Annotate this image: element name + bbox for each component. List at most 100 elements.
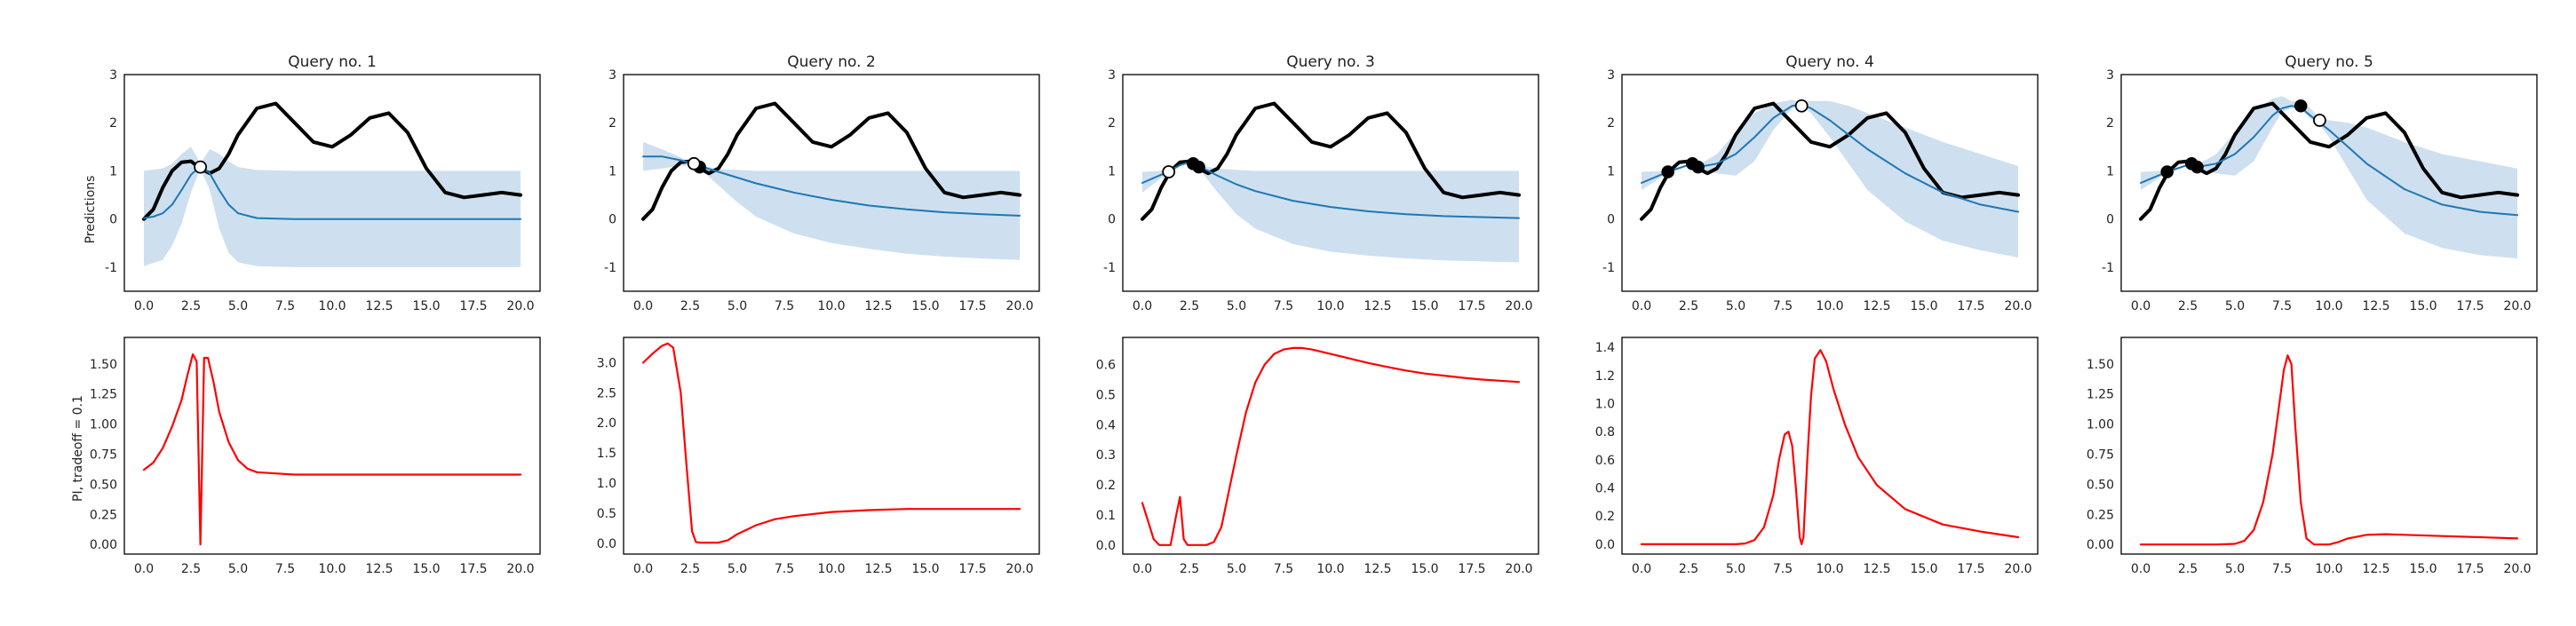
- new-query-point: [1794, 99, 1809, 113]
- true-function-line: [142, 101, 522, 221]
- y-label-acquisition: PI, tradeoff = 0.1: [71, 395, 85, 502]
- subplot-predictions-5: Query no. 5 0.0 2.5 5.0 7.5 10.0 12.5 15.0 17.5 2…: [2102, 53, 2538, 313]
- x-tick-label: 12.5: [1364, 299, 1391, 313]
- x-tick-label: 12.5: [1364, 562, 1391, 576]
- x-tick-label: 0.0: [134, 299, 154, 313]
- x-tick-label: 10.0: [318, 299, 346, 313]
- y-tick-label: 0.3: [1096, 448, 1116, 463]
- x-tick-label: 5.0: [727, 299, 747, 313]
- axes-frame: [2120, 337, 2538, 555]
- subplot-predictions-3: Query no. 3 0.0 2.5 5.0 7.5 10.0 12.5 15.0 17.5 2…: [1103, 53, 1539, 313]
- x-tick-label: 5.0: [228, 299, 248, 313]
- acquisition-line: [1141, 346, 1521, 546]
- x-tick-label: 20.0: [1505, 562, 1532, 576]
- x-tick-label: 10.0: [318, 562, 346, 576]
- acquisition-line: [641, 342, 1022, 544]
- y-tick-label: 0.25: [90, 508, 117, 522]
- subplot-title: Query no. 3: [1286, 53, 1375, 71]
- x-tick-label: 12.5: [864, 562, 892, 576]
- x-tick-label: 12.5: [1863, 562, 1890, 576]
- y-tick-label: 0.6: [1595, 454, 1615, 468]
- x-tick-label: 0.0: [1133, 299, 1152, 313]
- x-tick-label: 20.0: [2503, 562, 2531, 576]
- x-tick-label: 10.0: [1316, 562, 1344, 576]
- y-tick-label: 2: [2106, 116, 2114, 131]
- x-tick-label: 7.5: [2272, 562, 2292, 576]
- x-tick-label: 5.0: [1726, 562, 1745, 576]
- x-tick-label: 20.0: [1006, 299, 1033, 313]
- x-tick-label: 20.0: [506, 562, 534, 576]
- x-tick-label: 10.0: [817, 299, 845, 313]
- y-tick-label: 0.4: [1096, 418, 1116, 432]
- y-label-predictions: Predictions: [83, 176, 98, 244]
- y-tick-label: 0.50: [2087, 478, 2114, 492]
- y-tick-label: 1.2: [1595, 369, 1615, 384]
- x-tick-label: 10.0: [1816, 562, 1843, 576]
- x-tick-label: 2.5: [2178, 299, 2198, 313]
- acquisition-line: [142, 353, 522, 546]
- y-tick-label: 3: [1607, 68, 1615, 83]
- y-tick-label: -1: [1602, 261, 1615, 275]
- x-tick-label: 2.5: [1180, 299, 1199, 313]
- x-tick-label: 12.5: [864, 299, 892, 313]
- x-tick-label: 15.0: [1411, 299, 1438, 313]
- y-tick-label: -1: [1103, 261, 1116, 275]
- x-tick-label: 2.5: [680, 562, 700, 576]
- x-tick-label: 5.0: [2225, 562, 2245, 576]
- x-tick-label: 0.0: [134, 562, 154, 576]
- x-tick-label: 7.5: [1773, 299, 1793, 313]
- true-function-line: [641, 101, 1022, 221]
- x-tick-label: 0.0: [2131, 562, 2151, 576]
- y-tick-label: 2: [1108, 116, 1116, 131]
- new-query-point: [2312, 114, 2326, 127]
- plot-area: [1141, 101, 1521, 263]
- y-tick-label: 0: [109, 213, 117, 227]
- subplot-acquisition-1: 0.0 2.5 5.0 7.5 10.0 12.5 15.0 17.5 20.0 0.00 0.25…: [90, 337, 541, 576]
- axes-frame: [2120, 74, 2538, 292]
- x-tick-label: 5.0: [1726, 299, 1745, 313]
- x-tick-label: 5.0: [2225, 299, 2245, 313]
- x-tick-label: 5.0: [727, 562, 747, 576]
- y-tick-label: 0.5: [597, 507, 616, 521]
- subplot-title: Query no. 4: [1785, 53, 1874, 71]
- y-tick-label: 0.2: [1096, 479, 1116, 493]
- y-tick-label: 1: [1108, 164, 1116, 178]
- y-tick-label: 2: [109, 116, 117, 131]
- new-query-point: [194, 160, 208, 174]
- y-tick-label: 0.8: [1595, 425, 1615, 440]
- subplot-title: Query no. 2: [787, 53, 876, 71]
- observed-point: [2190, 160, 2204, 174]
- x-tick-label: 20.0: [1006, 562, 1033, 576]
- x-tick-label: 5.0: [1227, 299, 1246, 313]
- true-function-line: [1640, 101, 2020, 221]
- axes-frame: [1122, 337, 1539, 555]
- y-tick-label: 3: [2106, 68, 2114, 83]
- y-tick-label: 1.25: [90, 388, 117, 402]
- x-tick-label: 15.0: [911, 562, 939, 576]
- x-tick-label: 17.5: [2456, 299, 2484, 313]
- x-tick-label: 17.5: [459, 562, 487, 576]
- plot-area: [1640, 349, 2020, 545]
- y-label-acquisition-text: PI, tradeoff = 0.1: [71, 395, 85, 502]
- y-tick-label: 3: [1108, 68, 1116, 83]
- axes-frame: [623, 74, 1040, 292]
- gp-mean-line: [1141, 161, 1520, 219]
- y-tick-label: 3: [608, 68, 616, 83]
- observed-point: [1661, 165, 1674, 178]
- y-tick-label: 3: [109, 68, 117, 83]
- y-tick-label: 1: [2106, 164, 2114, 178]
- subplot-predictions-1: Query no. 1 0.0 2.5 5.0 7.5 10.0 12.5 15.0 17.5 2…: [105, 53, 541, 313]
- observed-point: [1192, 160, 1205, 174]
- y-tick-label: 0.00: [90, 538, 117, 552]
- x-tick-label: 7.5: [775, 299, 794, 313]
- plot-area: [2139, 354, 2519, 546]
- y-tick-label: 0.2: [1595, 510, 1615, 524]
- plot-area: [142, 101, 522, 267]
- plot-area: [641, 101, 1022, 260]
- true-function-line: [1141, 101, 1521, 221]
- x-tick-label: 0.0: [1632, 299, 1651, 313]
- x-tick-label: 15.0: [412, 562, 440, 576]
- x-tick-label: 0.0: [2131, 299, 2151, 313]
- y-tick-label: 1.5: [597, 447, 616, 461]
- y-tick-label: -1: [105, 261, 117, 275]
